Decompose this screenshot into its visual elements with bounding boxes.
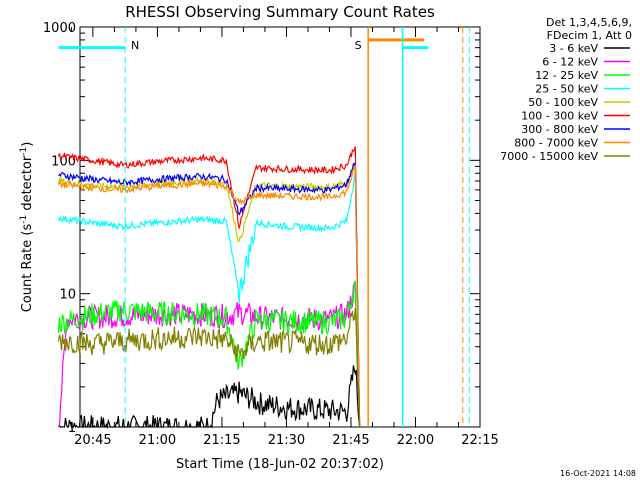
y-axis: 1 10 100 1000 <box>43 21 480 436</box>
y-axis-label-sup: -1 <box>19 147 29 156</box>
series-line <box>58 162 361 428</box>
x-tick-label: 21:45 <box>332 433 369 448</box>
y-axis-label-part: ) <box>20 142 35 147</box>
legend-label: 300 - 800 keV <box>521 123 598 136</box>
y-tick-label: 1 <box>68 421 76 436</box>
legend-header-line: FDecim 1, Att 0 <box>547 29 632 42</box>
legend-header: Det 1,3,4,5,6,9,FDecim 1, Att 0 <box>546 16 632 42</box>
flag-annotation: S <box>355 39 362 52</box>
flag-annotation: N <box>131 39 139 52</box>
x-tick-label: 21:00 <box>139 433 176 448</box>
y-tick-label: 10 <box>59 288 76 303</box>
legend-label: 3 - 6 keV <box>549 42 598 55</box>
legend-label: 100 - 300 keV <box>521 110 598 123</box>
y-tick-label: 100 <box>51 154 76 169</box>
chart-title: RHESSI Observing Summary Count Rates <box>125 3 435 21</box>
y-axis-label-part: Count Rate (s <box>20 224 35 313</box>
y-axis-label: Count Rate (s-1 detector-1) <box>19 142 35 313</box>
series-line <box>57 146 361 428</box>
x-axis-label: Start Time (18-Jun-02 20:37:02) <box>176 457 384 472</box>
series-line <box>57 307 361 428</box>
legend-label: 800 - 7000 keV <box>514 137 598 150</box>
x-tick-label: 21:15 <box>203 433 240 448</box>
series-group <box>57 38 429 430</box>
x-tick-label: 20:45 <box>74 433 111 448</box>
x-tick-label: 22:15 <box>461 433 498 448</box>
x-tick-label: 21:30 <box>268 433 305 448</box>
legend-label: 50 - 100 keV <box>528 96 598 109</box>
legend-header-line: Det 1,3,4,5,6,9, <box>546 16 632 29</box>
series-line <box>57 171 361 428</box>
y-tick-label: 1000 <box>43 21 76 36</box>
y-axis-label-part: detector <box>20 155 35 215</box>
series-line <box>58 365 361 430</box>
x-axis: 20:45 21:00 21:15 21:30 21:45 22:00 22:15 <box>70 27 499 448</box>
x-tick-label: 22:00 <box>397 433 434 448</box>
legend-label: 6 - 12 keV <box>542 56 598 69</box>
legend-label: 7000 - 15000 keV <box>500 150 598 163</box>
y-axis-label-sup: -1 <box>19 215 29 224</box>
plot-frame <box>79 26 481 428</box>
series-line <box>58 163 361 428</box>
footer-date: 16-Oct-2021 14:08 <box>560 469 636 478</box>
series-line <box>57 280 361 428</box>
series-line <box>57 163 361 428</box>
legend-label: 25 - 50 keV <box>535 83 598 96</box>
legend-label: 12 - 25 keV <box>535 69 598 82</box>
